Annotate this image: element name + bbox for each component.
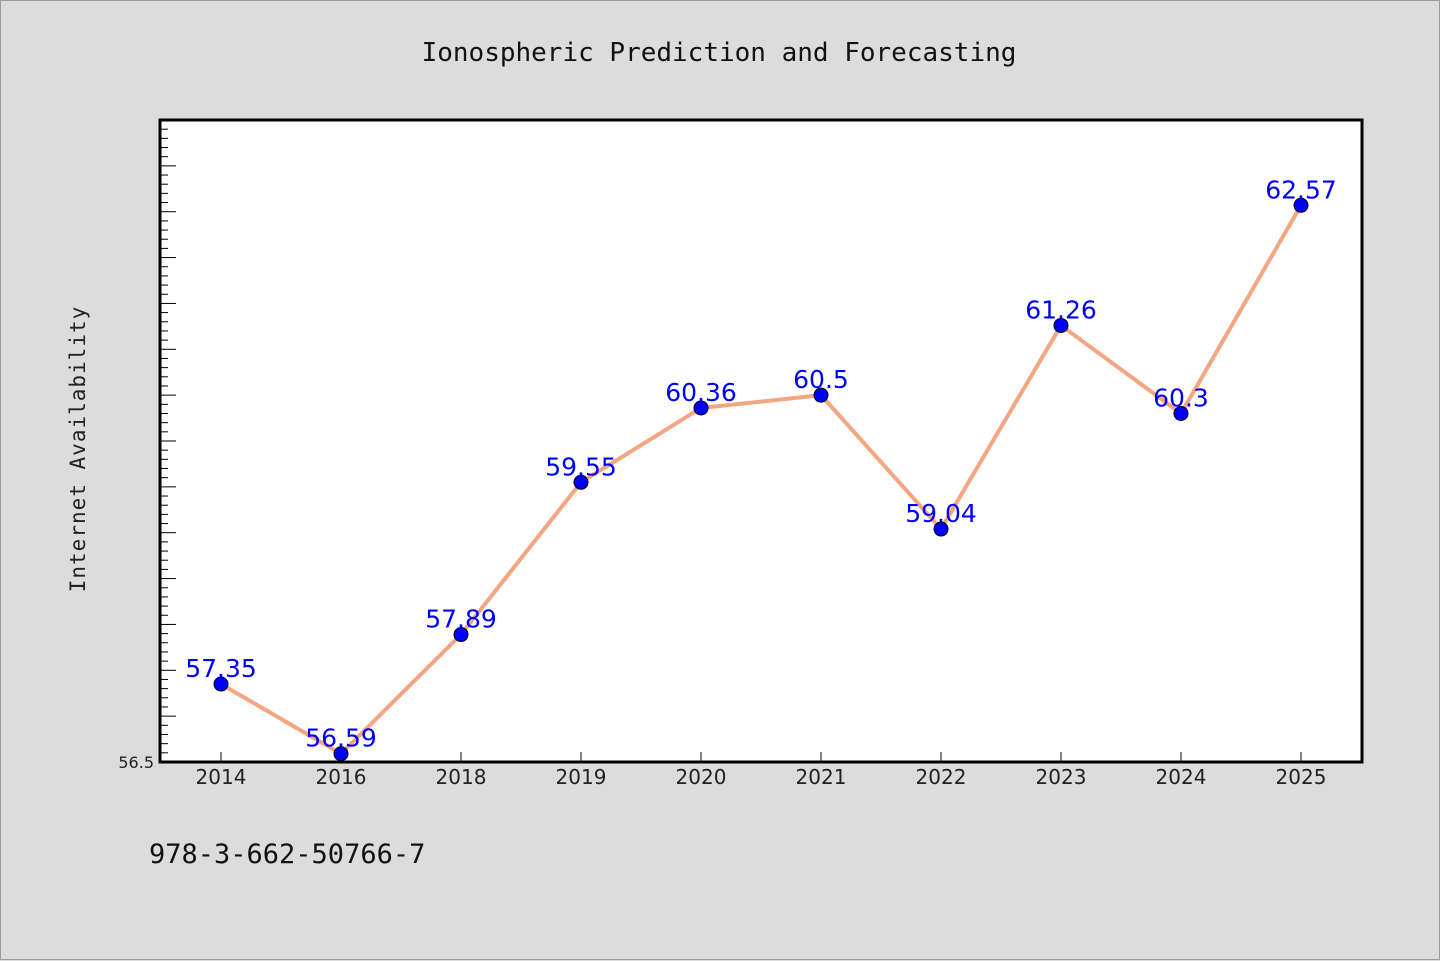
data-point-marker [933, 521, 949, 537]
data-label: 61.26 [1025, 295, 1097, 324]
data-point-marker [333, 746, 349, 762]
x-tick-label: 2025 [1276, 765, 1327, 789]
data-point-marker [1173, 405, 1189, 421]
data-label: 57.89 [425, 605, 497, 634]
data-point-marker [1053, 317, 1069, 333]
data-label: 57.35 [185, 654, 257, 683]
x-tick-label: 2019 [556, 765, 607, 789]
x-tick-label: 2016 [316, 765, 367, 789]
x-tick-label: 2020 [676, 765, 727, 789]
data-point-marker [813, 387, 829, 403]
series-layer: 57.35 56.59 57.89 59.55 60.36 60.5 59.04 61.26 6… [185, 175, 1337, 762]
data-point-marker [573, 474, 589, 490]
data-point-marker [213, 676, 229, 692]
x-tick-label: 2021 [796, 765, 847, 789]
plot-area [158, 118, 1364, 764]
data-label: 59.55 [545, 452, 617, 481]
y-axis-label: Internet Availability [66, 306, 90, 593]
y-tick-label: 56.5 [118, 753, 154, 772]
data-label: 56.59 [305, 724, 377, 753]
y-axis-ticks: 56.5 [118, 119, 176, 772]
data-label: 59.04 [905, 499, 977, 528]
data-label: 62.57 [1265, 175, 1337, 204]
data-point-marker [693, 400, 709, 416]
series-line [219, 203, 1303, 756]
chart-title: Ionospheric Prediction and Forecasting [422, 38, 1017, 68]
isbn-footnote: 978-3-662-50766-7 [149, 839, 425, 870]
x-axis-ticks: 2014 2016 2018 2019 2020 2021 2022 2023 2024 2025 [196, 752, 1327, 789]
x-tick-label: 2014 [196, 765, 247, 789]
x-tick-label: 2023 [1036, 765, 1087, 789]
x-tick-label: 2022 [916, 765, 967, 789]
data-point-marker [1293, 197, 1309, 213]
x-tick-label: 2024 [1156, 765, 1207, 789]
data-label: 60.3 [1153, 383, 1209, 412]
x-tick-label: 2018 [436, 765, 487, 789]
data-label: 60.36 [665, 378, 737, 407]
data-point-marker [453, 627, 469, 643]
data-label: 60.5 [793, 365, 849, 394]
